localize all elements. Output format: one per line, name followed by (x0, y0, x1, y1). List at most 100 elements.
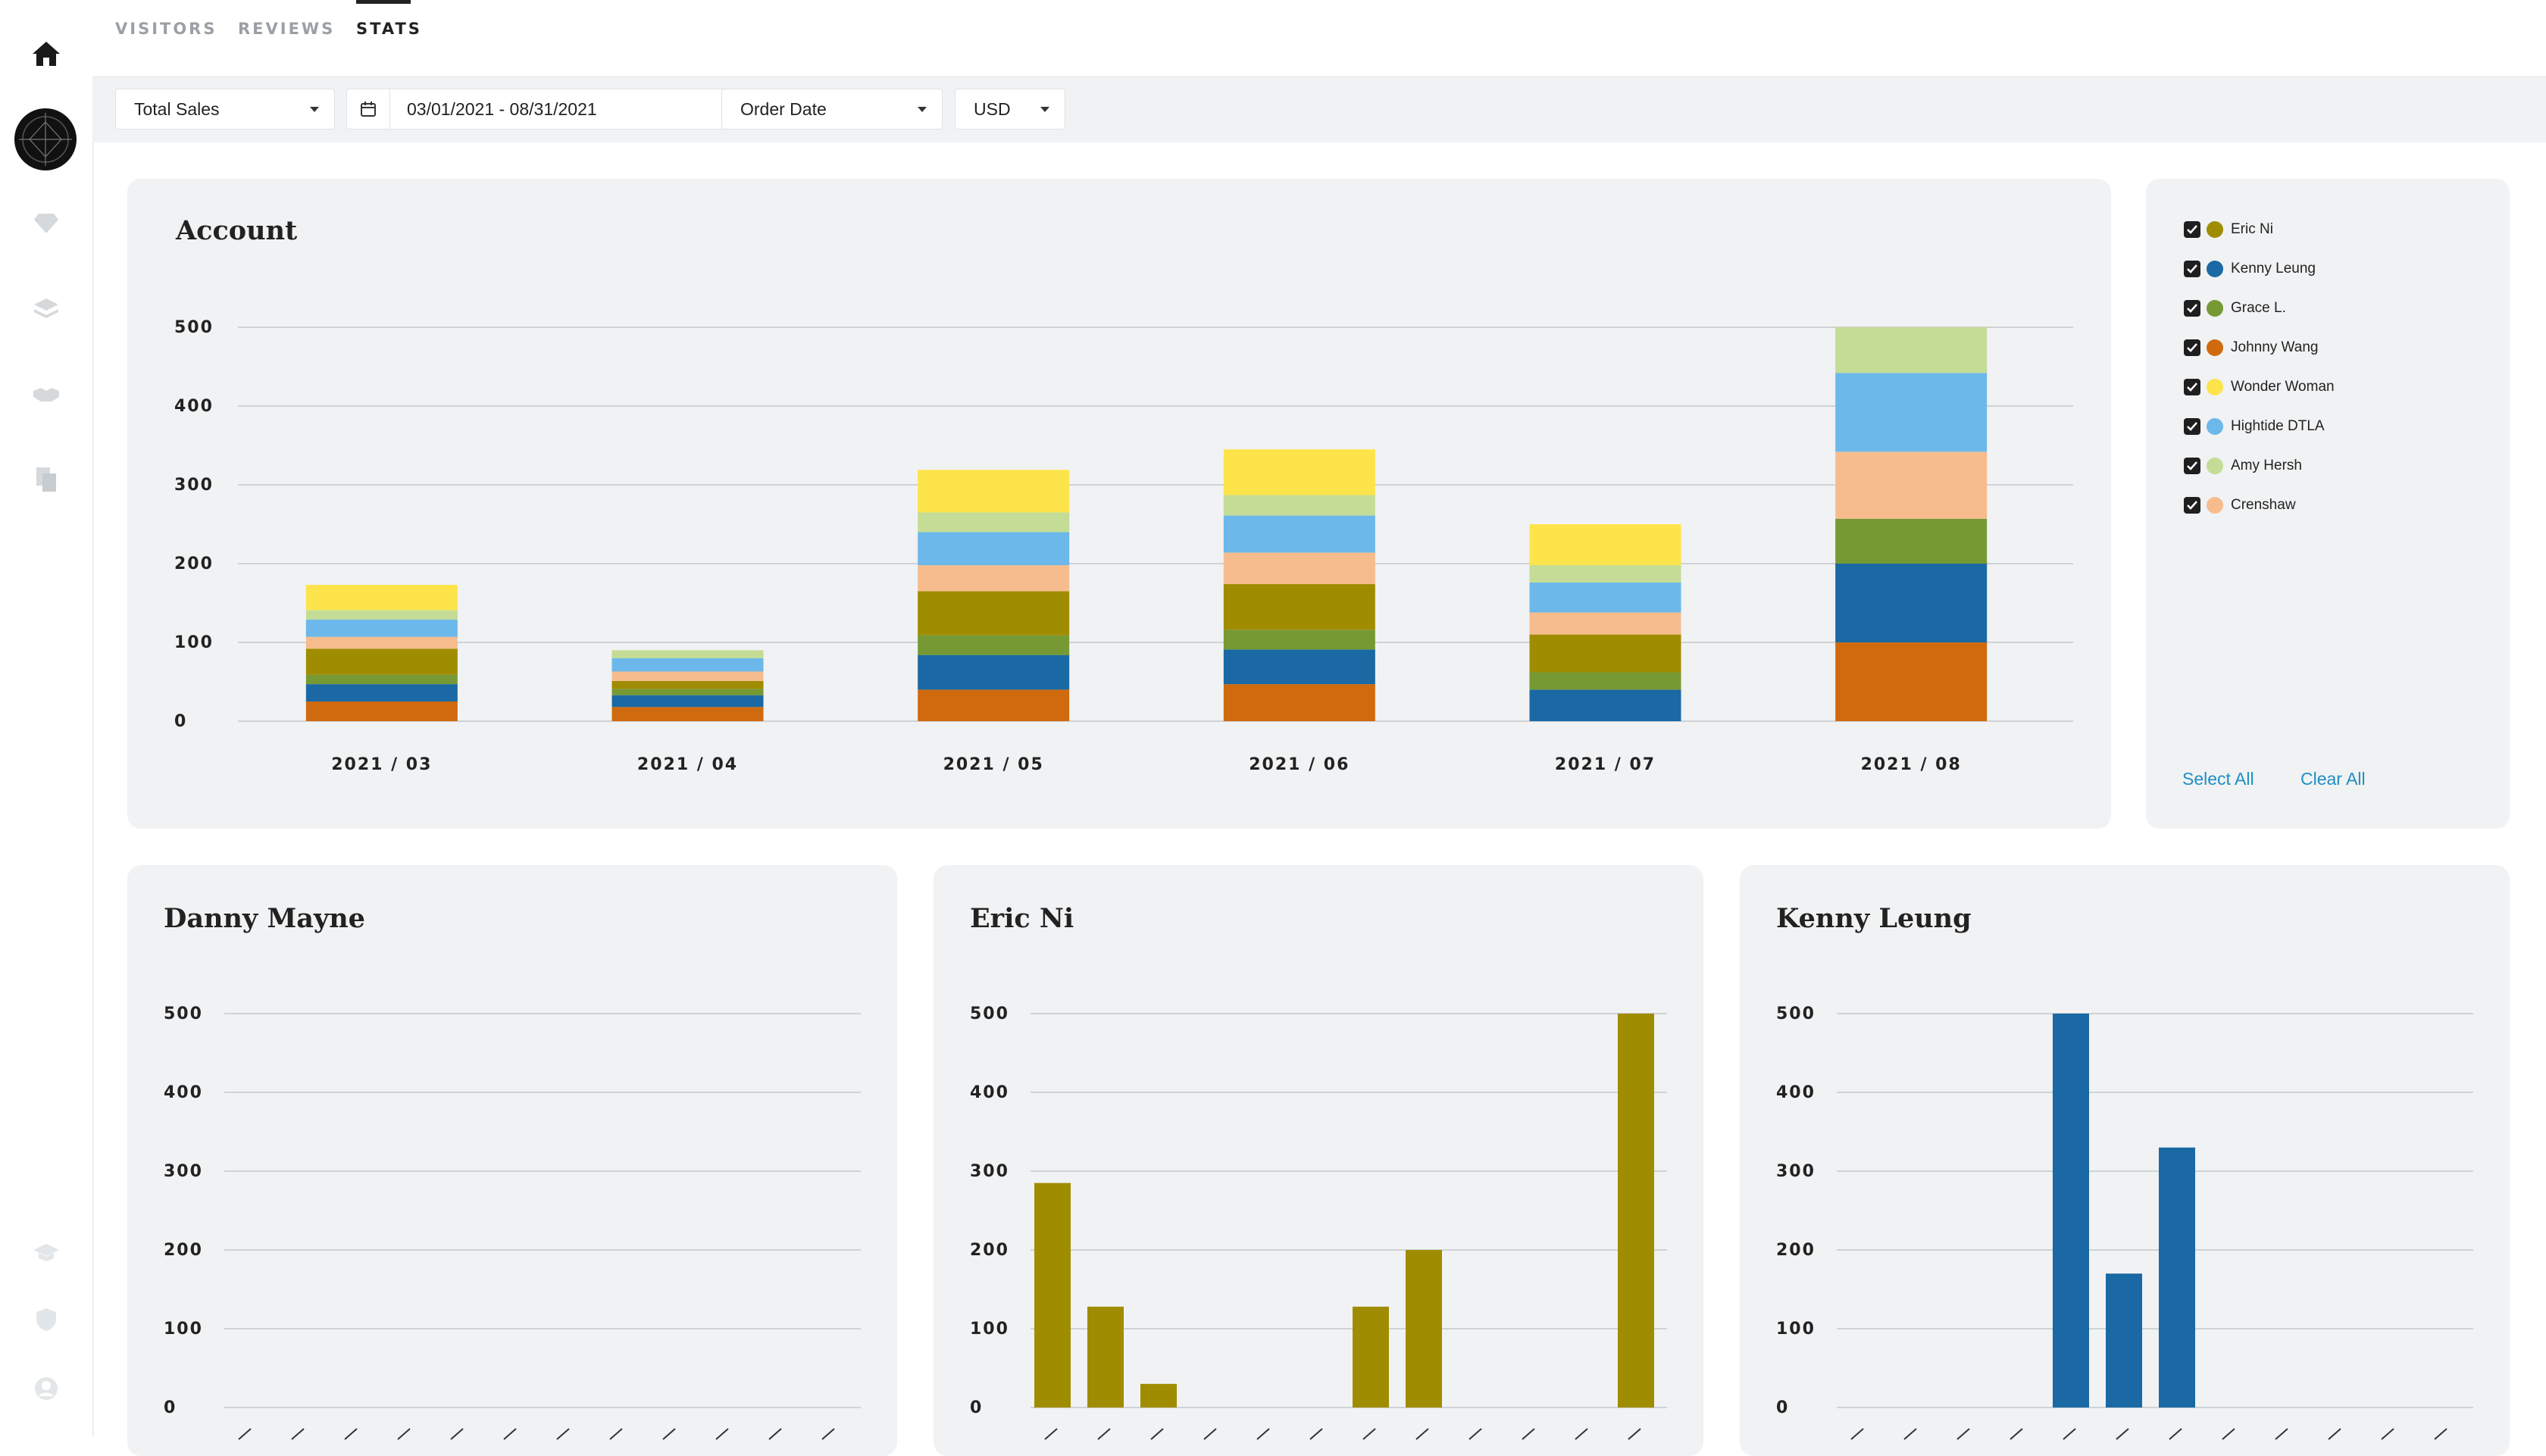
select-all-link[interactable]: Select All (2182, 769, 2254, 789)
legend-item[interactable]: Grace L. (2184, 297, 2286, 320)
graduation-cap-icon[interactable] (27, 1233, 65, 1271)
date-type-dropdown[interactable]: Order Date (721, 89, 943, 130)
x-tick-mark (1628, 1428, 1641, 1440)
bar-segment (1223, 684, 1375, 721)
legend-item[interactable]: Hightide DTLA (2184, 415, 2325, 438)
tab-visitors[interactable]: VISITORS (115, 20, 217, 38)
x-tick-mark (609, 1428, 623, 1440)
account-logo-avatar[interactable] (14, 108, 77, 170)
clear-all-link[interactable]: Clear All (2300, 769, 2366, 789)
x-tick-mark (238, 1428, 252, 1440)
check-icon (2187, 422, 2197, 431)
sidebar (0, 0, 94, 1436)
account-chart-title: Account (176, 215, 298, 246)
checkbox[interactable] (2184, 418, 2200, 435)
legend-label: Grace L. (2231, 300, 2286, 316)
y-tick-label: 400 (164, 1083, 203, 1102)
check-icon (2187, 304, 2197, 313)
x-tick-mark (2222, 1428, 2235, 1440)
bar-segment (1529, 672, 1681, 690)
checkbox[interactable] (2184, 379, 2200, 395)
x-tick-mark (1203, 1428, 1217, 1440)
y-tick-label: 0 (174, 712, 187, 731)
bar-segment (1223, 649, 1375, 685)
x-tick-mark (1150, 1428, 1164, 1440)
handshake-icon[interactable] (27, 376, 65, 414)
bar-segment (1223, 584, 1375, 630)
bar-segment (305, 648, 458, 675)
metric-dropdown[interactable]: Total Sales (115, 89, 335, 130)
checkbox[interactable] (2184, 497, 2200, 514)
y-tick-label: 300 (174, 476, 214, 495)
bar-segment (918, 635, 1070, 655)
bar-segment (1835, 373, 1988, 452)
check-icon (2187, 501, 2197, 510)
bar-segment (1223, 495, 1375, 516)
checkbox[interactable] (2184, 261, 2200, 277)
eric-ni-chart-card: Eric Ni 0 100 200 300 400 500 (934, 865, 1703, 1456)
documents-icon[interactable] (27, 461, 65, 498)
legend-item[interactable]: Eric Ni (2184, 218, 2273, 241)
x-tick-mark (1256, 1428, 1270, 1440)
bar (1034, 1183, 1071, 1408)
y-tick-label: 200 (174, 555, 214, 573)
legend-item[interactable]: Amy Hersh (2184, 455, 2302, 477)
checkbox[interactable] (2184, 458, 2200, 474)
x-tick-label: 2021 / 06 (1249, 755, 1350, 774)
legend-item[interactable]: Johnny Wang (2184, 336, 2318, 359)
x-tick-mark (768, 1428, 782, 1440)
x-tick-mark (662, 1428, 676, 1440)
diamond-icon[interactable] (27, 205, 65, 242)
layers-icon[interactable] (27, 290, 65, 328)
currency-value: USD (974, 98, 1011, 119)
tab-reviews[interactable]: REVIEWS (238, 20, 336, 38)
check-icon (2187, 383, 2197, 392)
bar-segment (918, 565, 1070, 592)
y-tick-label: 200 (970, 1241, 1009, 1260)
legend-label: Amy Hersh (2231, 458, 2302, 473)
danny-mayne-bar-chart: 0 100 200 300 400 500 (164, 1005, 861, 1440)
check-icon (2187, 225, 2197, 234)
bar-segment (1835, 642, 1988, 721)
x-tick-mark (2328, 1428, 2341, 1440)
check-icon (2187, 264, 2197, 273)
user-icon[interactable] (27, 1370, 65, 1408)
home-icon[interactable] (27, 35, 65, 73)
y-tick-label: 500 (174, 318, 214, 337)
danny-mayne-chart-card: Danny Mayne 0 100 200 300 400 500 (127, 865, 897, 1456)
x-tick-mark (344, 1428, 358, 1440)
x-tick-mark (1044, 1428, 1058, 1440)
legend-item[interactable]: Crenshaw (2184, 494, 2296, 517)
checkbox[interactable] (2184, 300, 2200, 317)
chevron-down-icon (918, 107, 927, 112)
check-icon (2187, 343, 2197, 352)
shield-icon[interactable] (27, 1301, 65, 1339)
bar-segment (1529, 565, 1681, 583)
legend-color-dot (2207, 300, 2223, 317)
eric-ni-chart-title: Eric Ni (970, 903, 1074, 934)
legend-item[interactable]: Kenny Leung (2184, 258, 2316, 280)
legend-label: Johnny Wang (2231, 339, 2319, 355)
currency-dropdown[interactable]: USD (955, 89, 1065, 130)
chevron-down-icon (310, 107, 319, 112)
x-tick-label: 2021 / 03 (331, 755, 432, 774)
legend-label: Wonder Woman (2231, 379, 2335, 395)
x-tick-mark (1362, 1428, 1376, 1440)
bar-segment (611, 658, 764, 672)
x-tick-label: 2021 / 05 (943, 755, 1044, 774)
y-tick-label: 200 (164, 1241, 203, 1260)
x-tick-mark (397, 1428, 411, 1440)
tab-stats[interactable]: STATS (356, 20, 422, 38)
metric-dropdown-value: Total Sales (134, 98, 220, 119)
bar-segment (1835, 451, 1988, 519)
bar-segment (1223, 552, 1375, 585)
kenny-leung-bar-chart: 0 100 200 300 400 500 (1776, 1005, 2473, 1440)
legend-item[interactable]: Wonder Woman (2184, 376, 2335, 398)
calendar-icon[interactable] (347, 89, 390, 129)
checkbox[interactable] (2184, 221, 2200, 238)
x-tick-mark (821, 1428, 835, 1440)
checkbox[interactable] (2184, 339, 2200, 356)
legend-color-dot (2207, 418, 2223, 435)
bar-segment (611, 671, 764, 681)
bar-segment (1835, 518, 1988, 564)
